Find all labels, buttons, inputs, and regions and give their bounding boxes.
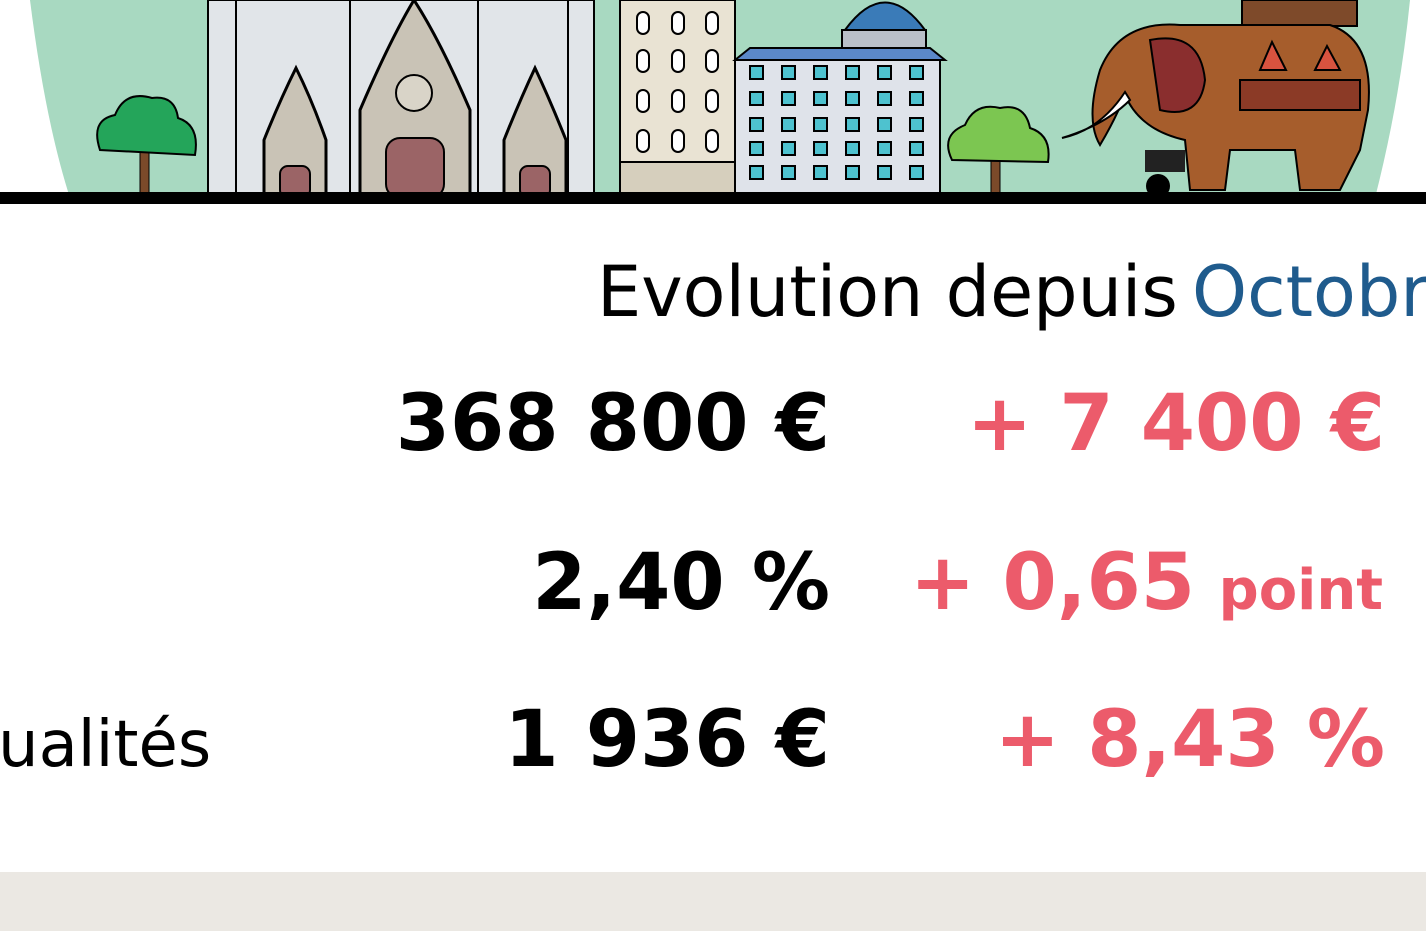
row-value: 2,40 % <box>532 538 830 628</box>
row-change: + 7 400 € <box>967 379 1385 469</box>
page: {"header": {"prefix": "Evolution depuis"… <box>0 0 1426 931</box>
header-highlight: Octobr <box>1192 251 1426 333</box>
row-change: + 0,65 <box>910 538 1195 628</box>
header-prefix: Evolution depuis <box>597 251 1178 333</box>
footer-band <box>0 872 1426 931</box>
row-value: 1 936 € <box>504 695 830 785</box>
header: Evolution depuis Octobr <box>597 251 1426 333</box>
ground-line <box>0 192 1426 204</box>
row-change-unit: point <box>1219 558 1383 623</box>
city-illustration <box>30 0 1410 198</box>
infographic: Evolution depuis Octobr 368 800 € + 7 40… <box>0 0 1426 931</box>
row-label: ualités <box>0 708 211 782</box>
row-change: + 8,43 % <box>995 695 1385 785</box>
row-value: 368 800 € <box>396 379 830 469</box>
